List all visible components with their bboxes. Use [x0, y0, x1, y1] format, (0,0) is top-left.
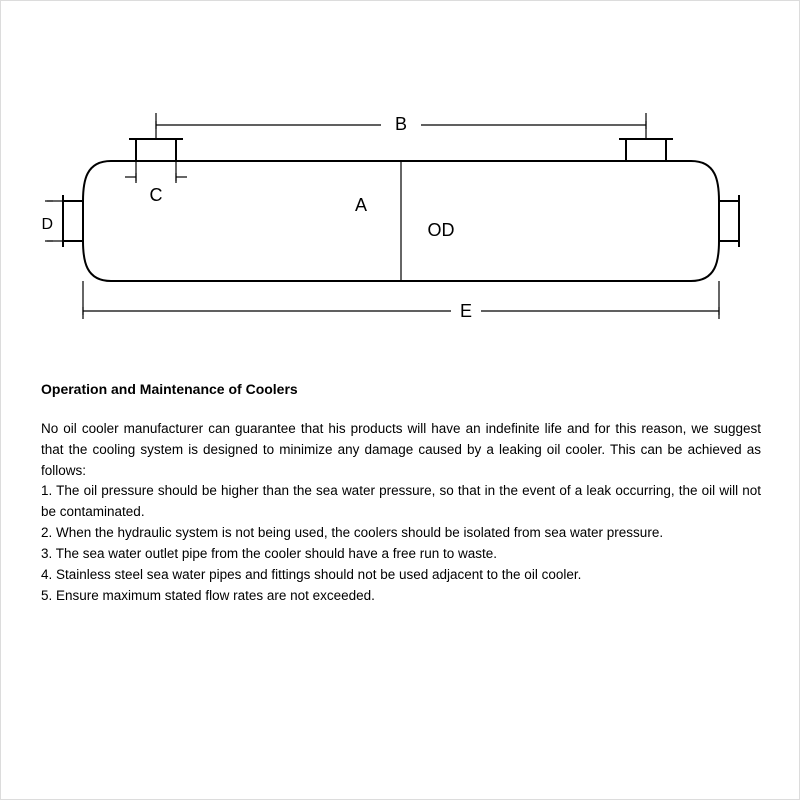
- list-item: 1. The oil pressure should be higher tha…: [41, 481, 761, 523]
- dim-label-od: OD: [428, 220, 455, 240]
- text-block: Operation and Maintenance of Coolers No …: [41, 379, 761, 607]
- intro-paragraph: No oil cooler manufacturer can guarantee…: [41, 419, 761, 482]
- dim-label-a: A: [355, 195, 367, 215]
- cooler-svg: B C A OD D: [41, 101, 761, 341]
- section-heading: Operation and Maintenance of Coolers: [41, 379, 761, 401]
- dim-label-e: E: [460, 301, 472, 321]
- dim-label-b: B: [395, 114, 407, 134]
- cooler-diagram: B C A OD D: [41, 101, 761, 341]
- dim-label-d: D: [41, 216, 53, 233]
- list-item: 4. Stainless steel sea water pipes and f…: [41, 565, 761, 586]
- list-item: 5. Ensure maximum stated flow rates are …: [41, 586, 761, 607]
- list-item: 2. When the hydraulic system is not bein…: [41, 523, 761, 544]
- dim-label-c: C: [150, 185, 163, 205]
- list-item: 3. The sea water outlet pipe from the co…: [41, 544, 761, 565]
- page-container: B C A OD D: [0, 0, 800, 800]
